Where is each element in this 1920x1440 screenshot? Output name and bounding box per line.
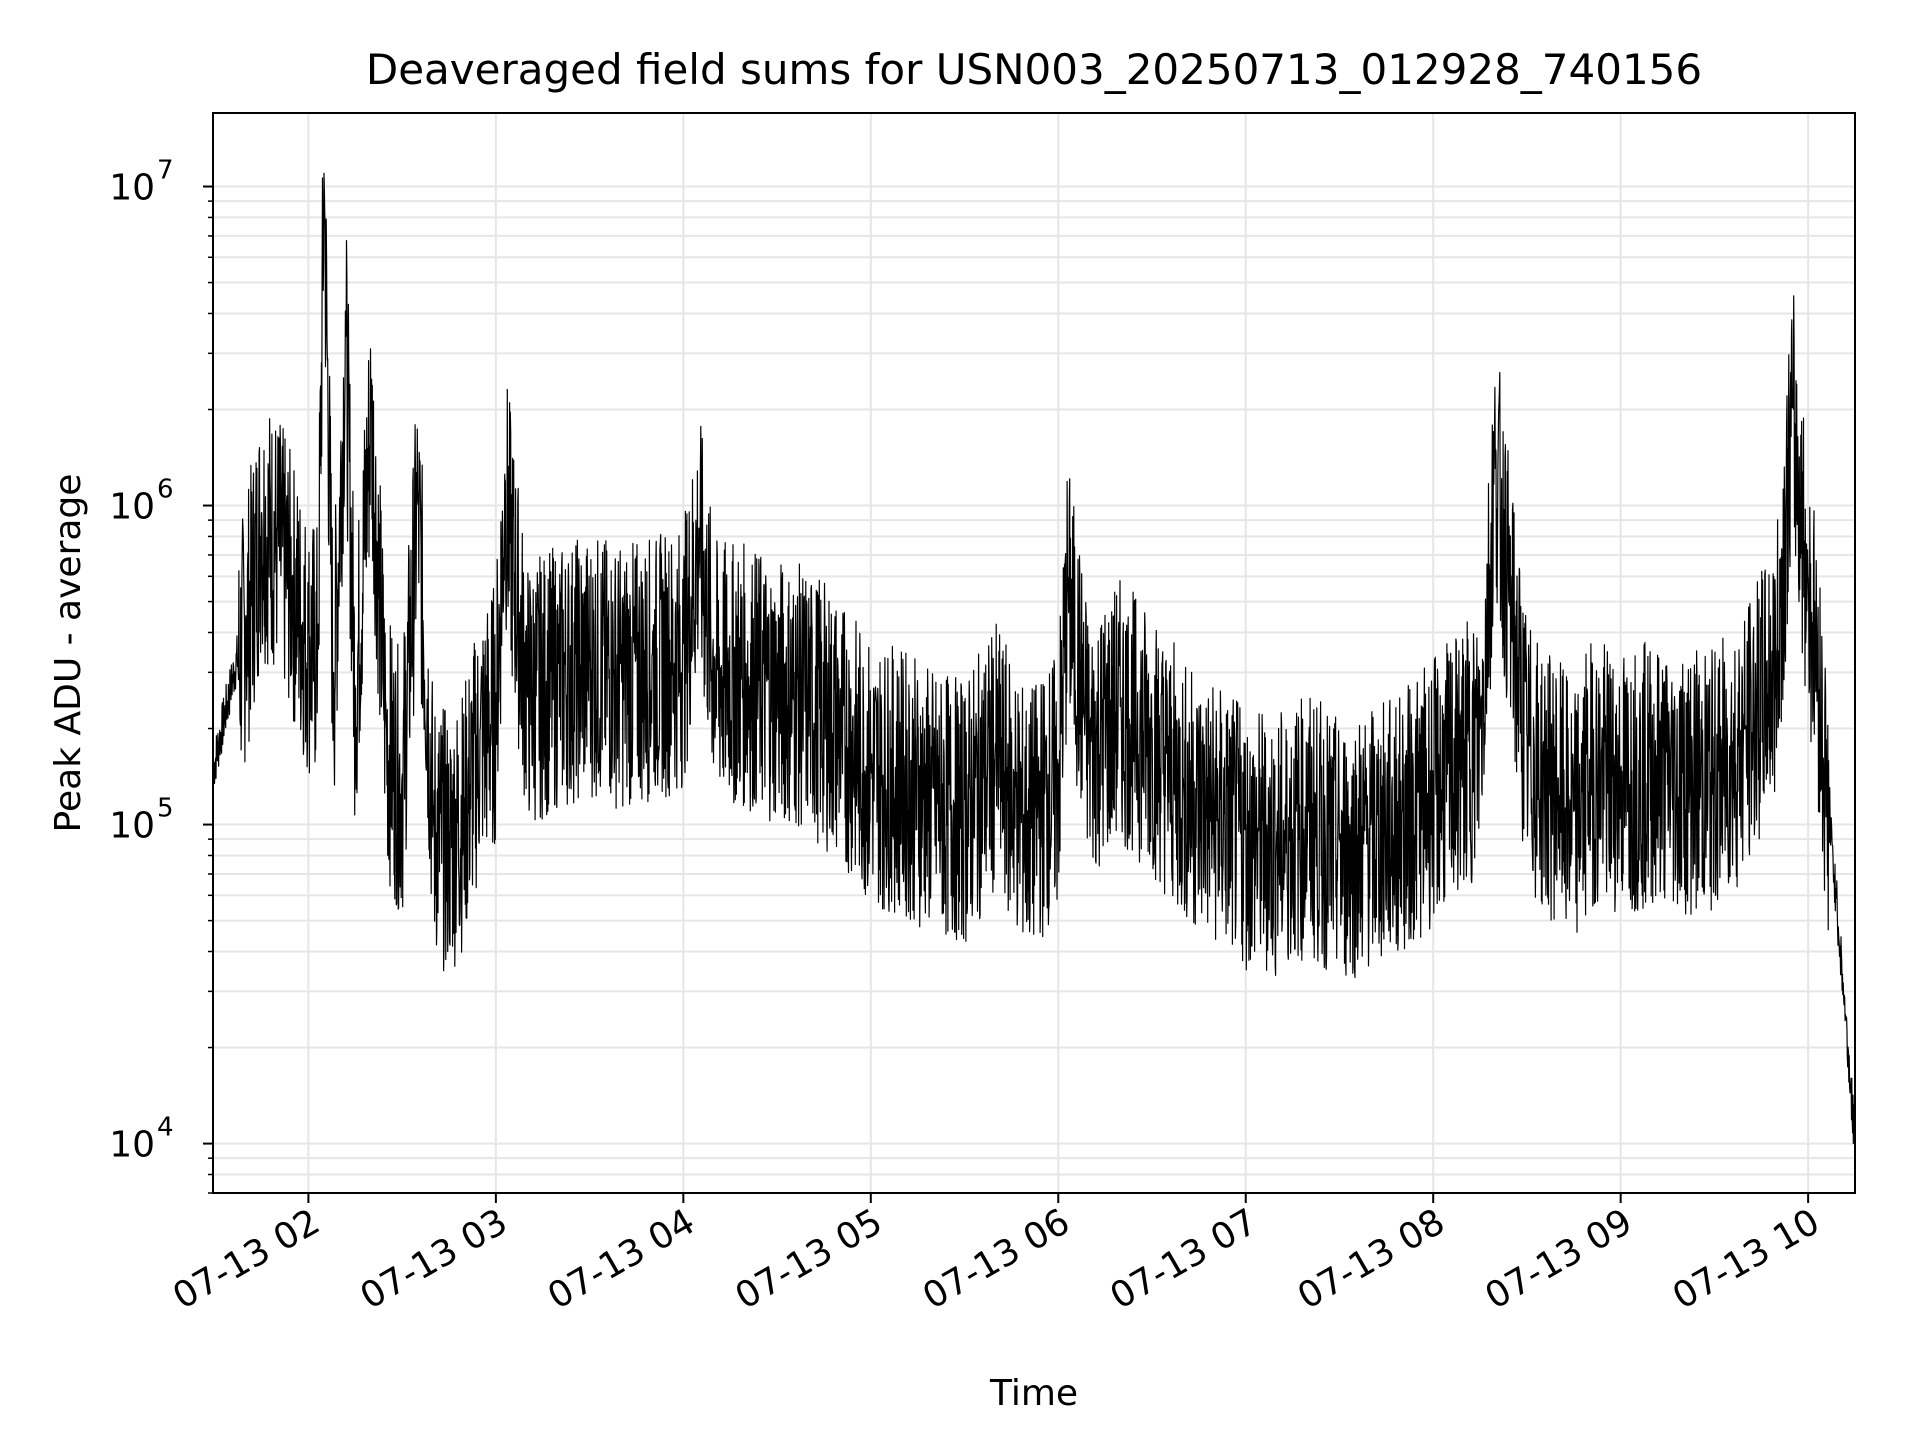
y-axis-label: Peak ADU - average [48, 474, 89, 833]
y-tick-exponent: 4 [157, 1113, 174, 1143]
series-layer [212, 172, 1856, 1144]
x-tick-label: 07-13 04 [541, 1201, 702, 1317]
y-tick-exponent: 7 [157, 156, 174, 186]
x-tick-label: 07-13 02 [166, 1201, 327, 1317]
y-tick-label: 10 [109, 168, 155, 209]
y-tick-exponent: 5 [157, 794, 174, 824]
x-axis-label: Time [989, 1373, 1078, 1414]
plot-frame [212, 112, 1856, 1194]
y-tick-label: 10 [109, 806, 155, 847]
x-tick-label: 07-13 03 [354, 1201, 515, 1317]
x-tick-label: 07-13 05 [729, 1201, 890, 1317]
series-line [212, 172, 1856, 1144]
y-tick-label: 10 [109, 487, 155, 528]
x-tick-label: 07-13 09 [1478, 1201, 1639, 1317]
x-tick-label: 07-13 06 [916, 1201, 1077, 1317]
y-tick-label: 10 [109, 1125, 155, 1166]
x-axis: 07-13 02 07-13 03 07-13 04 07-13 05 07-13 06… [166, 1193, 1827, 1318]
x-tick-label: 07-13 07 [1104, 1201, 1265, 1317]
x-tick-label: 07-13 10 [1666, 1201, 1827, 1317]
grid [213, 113, 1855, 1194]
y-tick-exponent: 6 [157, 475, 174, 505]
x-tick-label: 07-13 08 [1291, 1201, 1452, 1317]
chart-title: Deaveraged field sums for USN003_2025071… [366, 45, 1702, 94]
